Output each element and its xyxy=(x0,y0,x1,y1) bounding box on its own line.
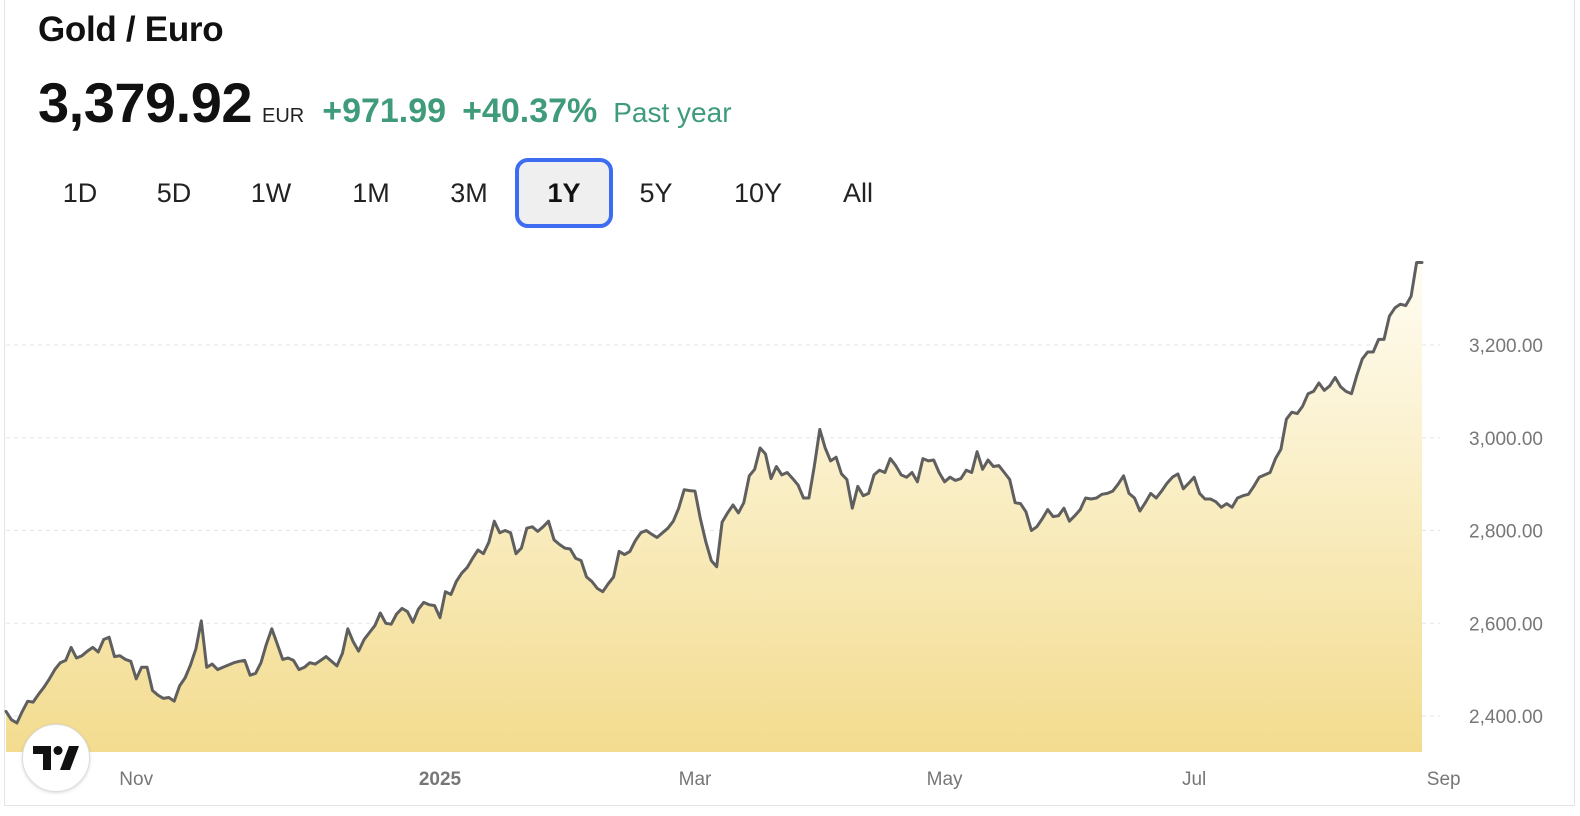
x-tick-label: 2025 xyxy=(419,769,462,790)
y-tick-label: 3,000.00 xyxy=(1469,429,1543,450)
range-tabs: 1D 5D 1W 1M 3M 1Y 5Y 10Y All xyxy=(0,158,900,228)
tab-label: 10Y xyxy=(733,177,783,208)
price-summary: 3,379.92 EUR +971.99 +40.37% Past year xyxy=(38,70,732,135)
tradingview-logo-mark xyxy=(33,746,79,770)
tab-1w[interactable]: 1W xyxy=(223,158,319,228)
tab-label: 1M xyxy=(352,177,390,208)
tradingview-logo-icon[interactable] xyxy=(22,724,90,792)
tab-5y[interactable]: 5Y xyxy=(608,158,704,228)
y-tick-label: 2,400.00 xyxy=(1469,707,1543,728)
tab-10y[interactable]: 10Y xyxy=(710,158,806,228)
tab-1m[interactable]: 1M xyxy=(323,158,419,228)
x-tick-label: May xyxy=(927,769,963,790)
x-tick-label: Nov xyxy=(119,769,153,790)
tab-all[interactable]: All xyxy=(810,158,906,228)
tab-3m[interactable]: 3M xyxy=(421,158,517,228)
period-label: Past year xyxy=(613,97,732,128)
tab-5d[interactable]: 5D xyxy=(126,158,222,228)
price-change-percent: +40.37% xyxy=(462,92,598,130)
x-tick-label: Jul xyxy=(1182,769,1206,790)
x-tick-label: Mar xyxy=(679,769,712,790)
tab-label: 3M xyxy=(450,177,488,208)
x-tick-label: Sep xyxy=(1427,769,1461,790)
price-change: +971.99 xyxy=(322,92,447,130)
y-tick-label: 2,800.00 xyxy=(1469,522,1543,543)
y-axis: 2,400.00 2,600.00 2,800.00 3,000.00 3,200.00 xyxy=(1469,336,1543,728)
tab-label: 1D xyxy=(62,177,98,208)
x-axis: Nov 2025 Mar May Jul Sep xyxy=(119,769,1460,790)
tab-label: 5Y xyxy=(639,177,673,208)
price-area xyxy=(6,262,1422,752)
tab-label: All xyxy=(842,177,873,208)
currency-label: EUR xyxy=(261,105,305,127)
tab-label: 5D xyxy=(156,177,192,208)
tab-label: 1W xyxy=(250,177,292,208)
tab-label: 1Y xyxy=(547,177,581,208)
current-price: 3,379.92 xyxy=(38,71,252,134)
y-tick-label: 3,200.00 xyxy=(1469,336,1543,357)
tab-1d[interactable]: 1D xyxy=(32,158,128,228)
tab-1y[interactable]: 1Y xyxy=(515,158,613,228)
price-line xyxy=(4,261,1424,725)
y-tick-label: 2,600.00 xyxy=(1469,614,1543,635)
chart-frame xyxy=(4,0,1575,806)
page-title: Gold / Euro xyxy=(38,10,224,49)
